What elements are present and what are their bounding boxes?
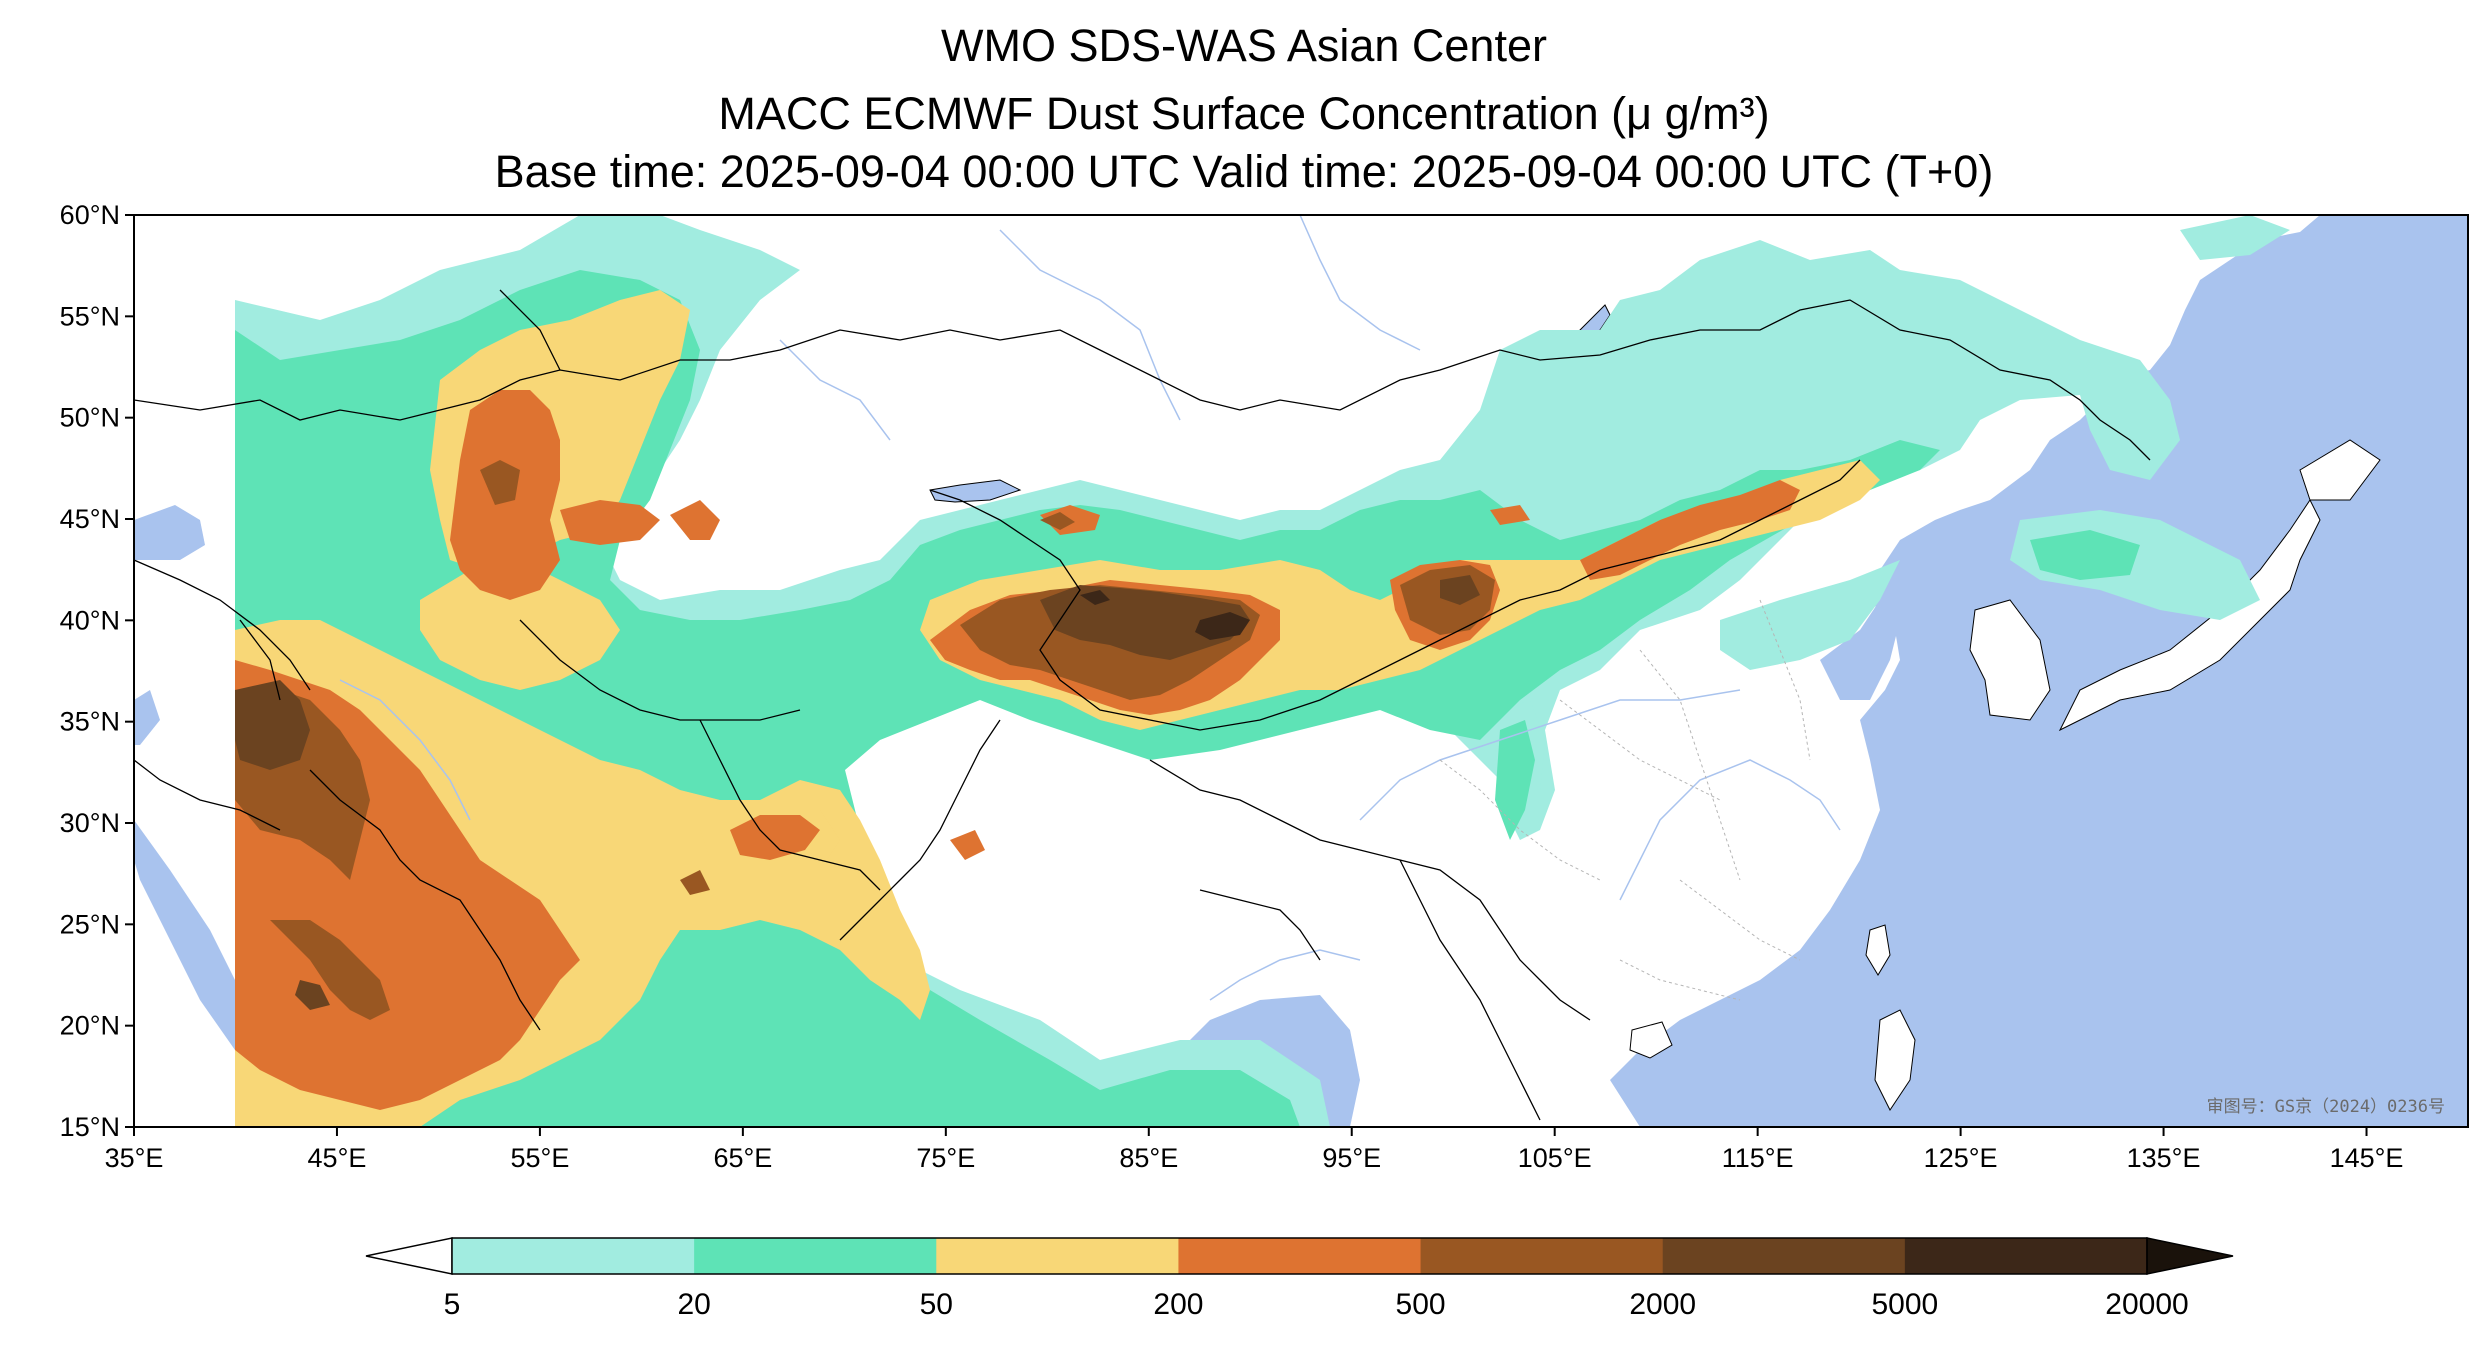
title-line-1: WMO SDS-WAS Asian Center	[941, 20, 1547, 71]
dust-level-5000-20000	[1080, 590, 1250, 640]
title-line-2: MACC ECMWF Dust Surface Concentration (μ…	[718, 88, 1770, 139]
lat-tick-label: 35°N	[60, 707, 120, 737]
colorbar-segment	[1178, 1238, 1422, 1274]
lon-tick-label: 135°E	[2127, 1143, 2201, 1173]
longitude-axis: 35°E 45°E 55°E 65°E 75°E 85°E 95°E 105°E 115°E 12…	[105, 1127, 2404, 1173]
province-borders	[1439, 599, 1811, 1001]
philippines	[1874, 1009, 1916, 1111]
lon-tick-label: 115°E	[1722, 1143, 1794, 1173]
lon-tick-label: 45°E	[308, 1143, 367, 1173]
latitude-axis: 60°N 55°N 50°N 45°N 40°N 35°N 30°N 25°N 20°N 15°N	[60, 200, 134, 1142]
lat-tick-label: 55°N	[60, 301, 120, 331]
lon-tick-label: 75°E	[916, 1143, 975, 1173]
lat-tick-label: 30°N	[60, 808, 120, 838]
lon-tick-label: 65°E	[713, 1143, 772, 1173]
colorbar: 5 20 50 200 500 2000 5000 20000	[365, 1237, 2234, 1321]
japan-islands	[2058, 439, 2381, 732]
taiwan	[1865, 924, 1891, 976]
colorbar-level-label: 20	[677, 1288, 710, 1321]
colorbar-level-label: 20000	[2105, 1288, 2188, 1321]
lon-tick-label: 85°E	[1119, 1143, 1178, 1173]
colorbar-level-label: 5000	[1871, 1288, 1938, 1321]
lat-tick-label: 40°N	[60, 605, 120, 635]
lon-tick-label: 125°E	[1924, 1143, 1998, 1173]
colorbar-segment	[936, 1238, 1179, 1274]
lon-tick-label: 95°E	[1322, 1143, 1381, 1173]
dust-level-2000-5000	[235, 575, 1480, 1010]
title-line-3: Base time: 2025-09-04 00:00 UTC Valid ti…	[494, 146, 1994, 197]
colorbar-level-label: 5	[444, 1288, 461, 1321]
colorbar-segment	[1904, 1238, 2148, 1274]
colorbar-level-label: 2000	[1629, 1288, 1696, 1321]
colorbar-segment	[1662, 1238, 1906, 1274]
colorbar-extend-low	[365, 1237, 453, 1275]
black-sea	[134, 505, 205, 560]
map-area	[134, 215, 2468, 1127]
country-borders	[134, 289, 2151, 1121]
rivers	[339, 215, 1841, 1001]
colorbar-extend-high	[2146, 1237, 2234, 1275]
colorbar-segment	[694, 1238, 937, 1274]
lat-tick-label: 50°N	[60, 403, 120, 433]
red-sea	[134, 820, 250, 1050]
colorbar-level-label: 50	[920, 1288, 953, 1321]
colorbar-segment	[1420, 1238, 1664, 1274]
lat-tick-label: 60°N	[60, 200, 120, 230]
lon-tick-label: 35°E	[105, 1143, 164, 1173]
lat-tick-label: 45°N	[60, 504, 120, 534]
korea-peninsula	[1969, 599, 2051, 721]
colorbar-level-label: 200	[1153, 1288, 1203, 1321]
lon-tick-label: 145°E	[2330, 1143, 2404, 1173]
lat-tick-label: 15°N	[60, 1112, 120, 1142]
hainan	[1629, 1021, 1673, 1059]
lon-tick-label: 55°E	[510, 1143, 569, 1173]
colorbar-level-label: 500	[1396, 1288, 1446, 1321]
lake-balkhash	[929, 479, 1022, 503]
yellow-sea-inlet	[1820, 600, 1900, 700]
colorbar-segment	[452, 1238, 695, 1274]
map-approval-watermark: 审图号：GS京（2024）0236号	[2207, 1097, 2445, 1117]
colorbar-frame	[451, 1237, 2148, 1275]
map-frame	[133, 214, 2469, 1128]
mediterranean	[134, 690, 160, 745]
lon-tick-label: 105°E	[1518, 1143, 1592, 1173]
lat-tick-label: 20°N	[60, 1011, 120, 1041]
lat-tick-label: 25°N	[60, 909, 120, 939]
